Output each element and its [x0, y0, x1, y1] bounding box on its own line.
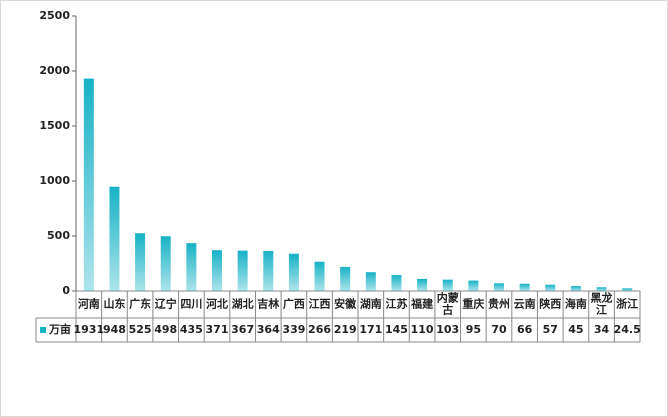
category-label: 广西	[283, 297, 305, 311]
category-label: 江西	[309, 297, 331, 311]
value-label: 266	[308, 323, 331, 336]
value-label: 70	[491, 323, 507, 336]
value-label: 525	[129, 323, 152, 336]
bar	[288, 253, 299, 291]
value-label: 435	[180, 323, 203, 336]
bar	[135, 233, 146, 291]
category-label: 湖南	[360, 297, 382, 311]
bar	[237, 250, 248, 291]
bar	[494, 283, 504, 291]
bar	[570, 286, 581, 291]
bar	[263, 250, 274, 291]
value-label: 66	[517, 323, 533, 336]
value-label: 103	[436, 323, 459, 336]
category-label: 河北	[206, 297, 228, 311]
category-label: 福建	[410, 297, 434, 311]
category-label: 江苏	[385, 297, 407, 311]
bar	[365, 272, 376, 291]
bar	[596, 287, 607, 291]
bar	[186, 243, 197, 291]
category-label: 河南	[78, 297, 100, 311]
bar	[468, 280, 479, 291]
value-label: 371	[206, 323, 229, 336]
bar	[314, 261, 325, 291]
category-label: 陕西	[539, 297, 561, 311]
category-label: 浙江	[616, 297, 638, 311]
value-label: 339	[282, 323, 305, 336]
value-label: 95	[466, 323, 481, 336]
category-label: 山东	[103, 297, 125, 311]
bar	[391, 275, 402, 291]
bar	[212, 250, 222, 291]
category-label: 安徽	[334, 297, 357, 311]
legend-swatch	[40, 327, 46, 333]
y-tick-label: 2000	[39, 64, 70, 77]
value-label: 1931	[74, 323, 105, 336]
value-label: 24.5	[614, 323, 641, 336]
y-tick-label: 0	[62, 284, 70, 297]
bar	[417, 278, 428, 291]
y-tick-label: 1500	[39, 119, 70, 132]
value-label: 948	[103, 323, 126, 336]
bar	[622, 288, 633, 291]
bar	[545, 284, 556, 291]
bar	[83, 78, 94, 291]
category-label: 贵州	[488, 297, 510, 311]
category-label: 黑龙江	[591, 291, 613, 317]
value-label: 34	[594, 323, 610, 336]
category-label: 重庆	[462, 297, 484, 311]
category-label: 广东	[129, 297, 151, 311]
bar	[519, 283, 530, 291]
category-label: 四川	[180, 298, 202, 311]
value-label: 57	[543, 323, 558, 336]
category-label: 海南	[565, 297, 587, 311]
value-label: 498	[154, 323, 177, 336]
value-label: 45	[568, 323, 583, 336]
category-label: 云南	[514, 297, 536, 311]
category-label: 内蒙古	[437, 291, 459, 317]
bar	[442, 279, 453, 291]
value-label: 110	[411, 323, 434, 336]
value-label: 145	[385, 323, 408, 336]
value-label: 219	[334, 323, 357, 336]
y-tick-label: 1000	[39, 174, 70, 187]
y-tick-label: 2500	[39, 9, 70, 22]
y-tick-label: 500	[47, 229, 70, 242]
bar	[109, 186, 120, 291]
value-label: 364	[257, 323, 280, 336]
category-label: 吉林	[257, 297, 279, 311]
category-label: 辽宁	[155, 297, 177, 311]
category-label: 湖北	[232, 297, 254, 311]
value-label: 171	[359, 323, 382, 336]
value-label: 367	[231, 323, 254, 336]
legend-label: 万亩	[48, 322, 71, 336]
bar	[160, 236, 171, 291]
bar	[340, 266, 351, 291]
